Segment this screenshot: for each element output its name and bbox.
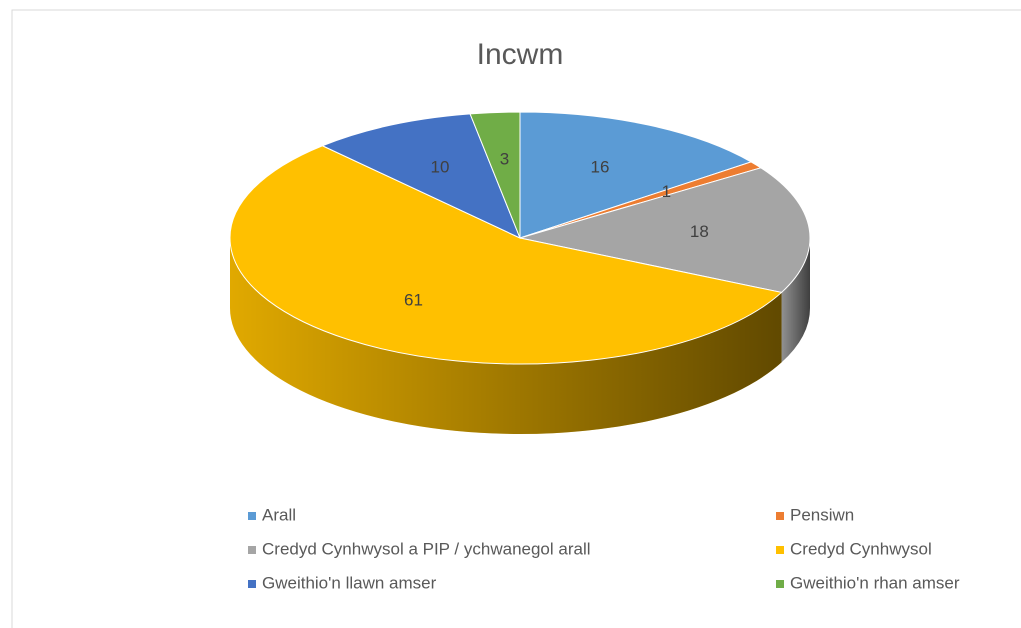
slice-side-shade xyxy=(230,238,782,434)
data-label: 10 xyxy=(431,158,450,177)
chart-frame xyxy=(11,9,1021,628)
data-label: 1 xyxy=(662,182,671,201)
legend-label: Arall xyxy=(262,505,296,524)
legend-marker xyxy=(776,512,784,520)
legend-marker xyxy=(248,580,256,588)
slice xyxy=(519,111,753,239)
slice xyxy=(321,113,521,239)
data-label: 18 xyxy=(690,222,709,241)
data-label: 61 xyxy=(404,290,423,309)
legend-marker xyxy=(776,546,784,554)
data-label: 3 xyxy=(500,150,509,169)
legend-label: Gweithio'n llawn amser xyxy=(262,573,437,592)
legend-label: Credyd Cynhwysol xyxy=(790,539,932,558)
legend-label: Gweithio'n rhan amser xyxy=(790,573,960,592)
legend-marker xyxy=(248,512,256,520)
legend-marker xyxy=(248,546,256,554)
legend-label: Pensiwn xyxy=(790,505,854,524)
legend-marker xyxy=(776,580,784,588)
slice-side-shade xyxy=(781,238,810,363)
chart-title: Incwm xyxy=(477,38,564,71)
slice xyxy=(469,111,521,239)
data-label: 16 xyxy=(591,158,610,177)
legend-label: Credyd Cynhwysol a PIP / ychwanegol aral… xyxy=(262,539,591,558)
slice xyxy=(229,145,783,365)
slice xyxy=(519,167,811,293)
